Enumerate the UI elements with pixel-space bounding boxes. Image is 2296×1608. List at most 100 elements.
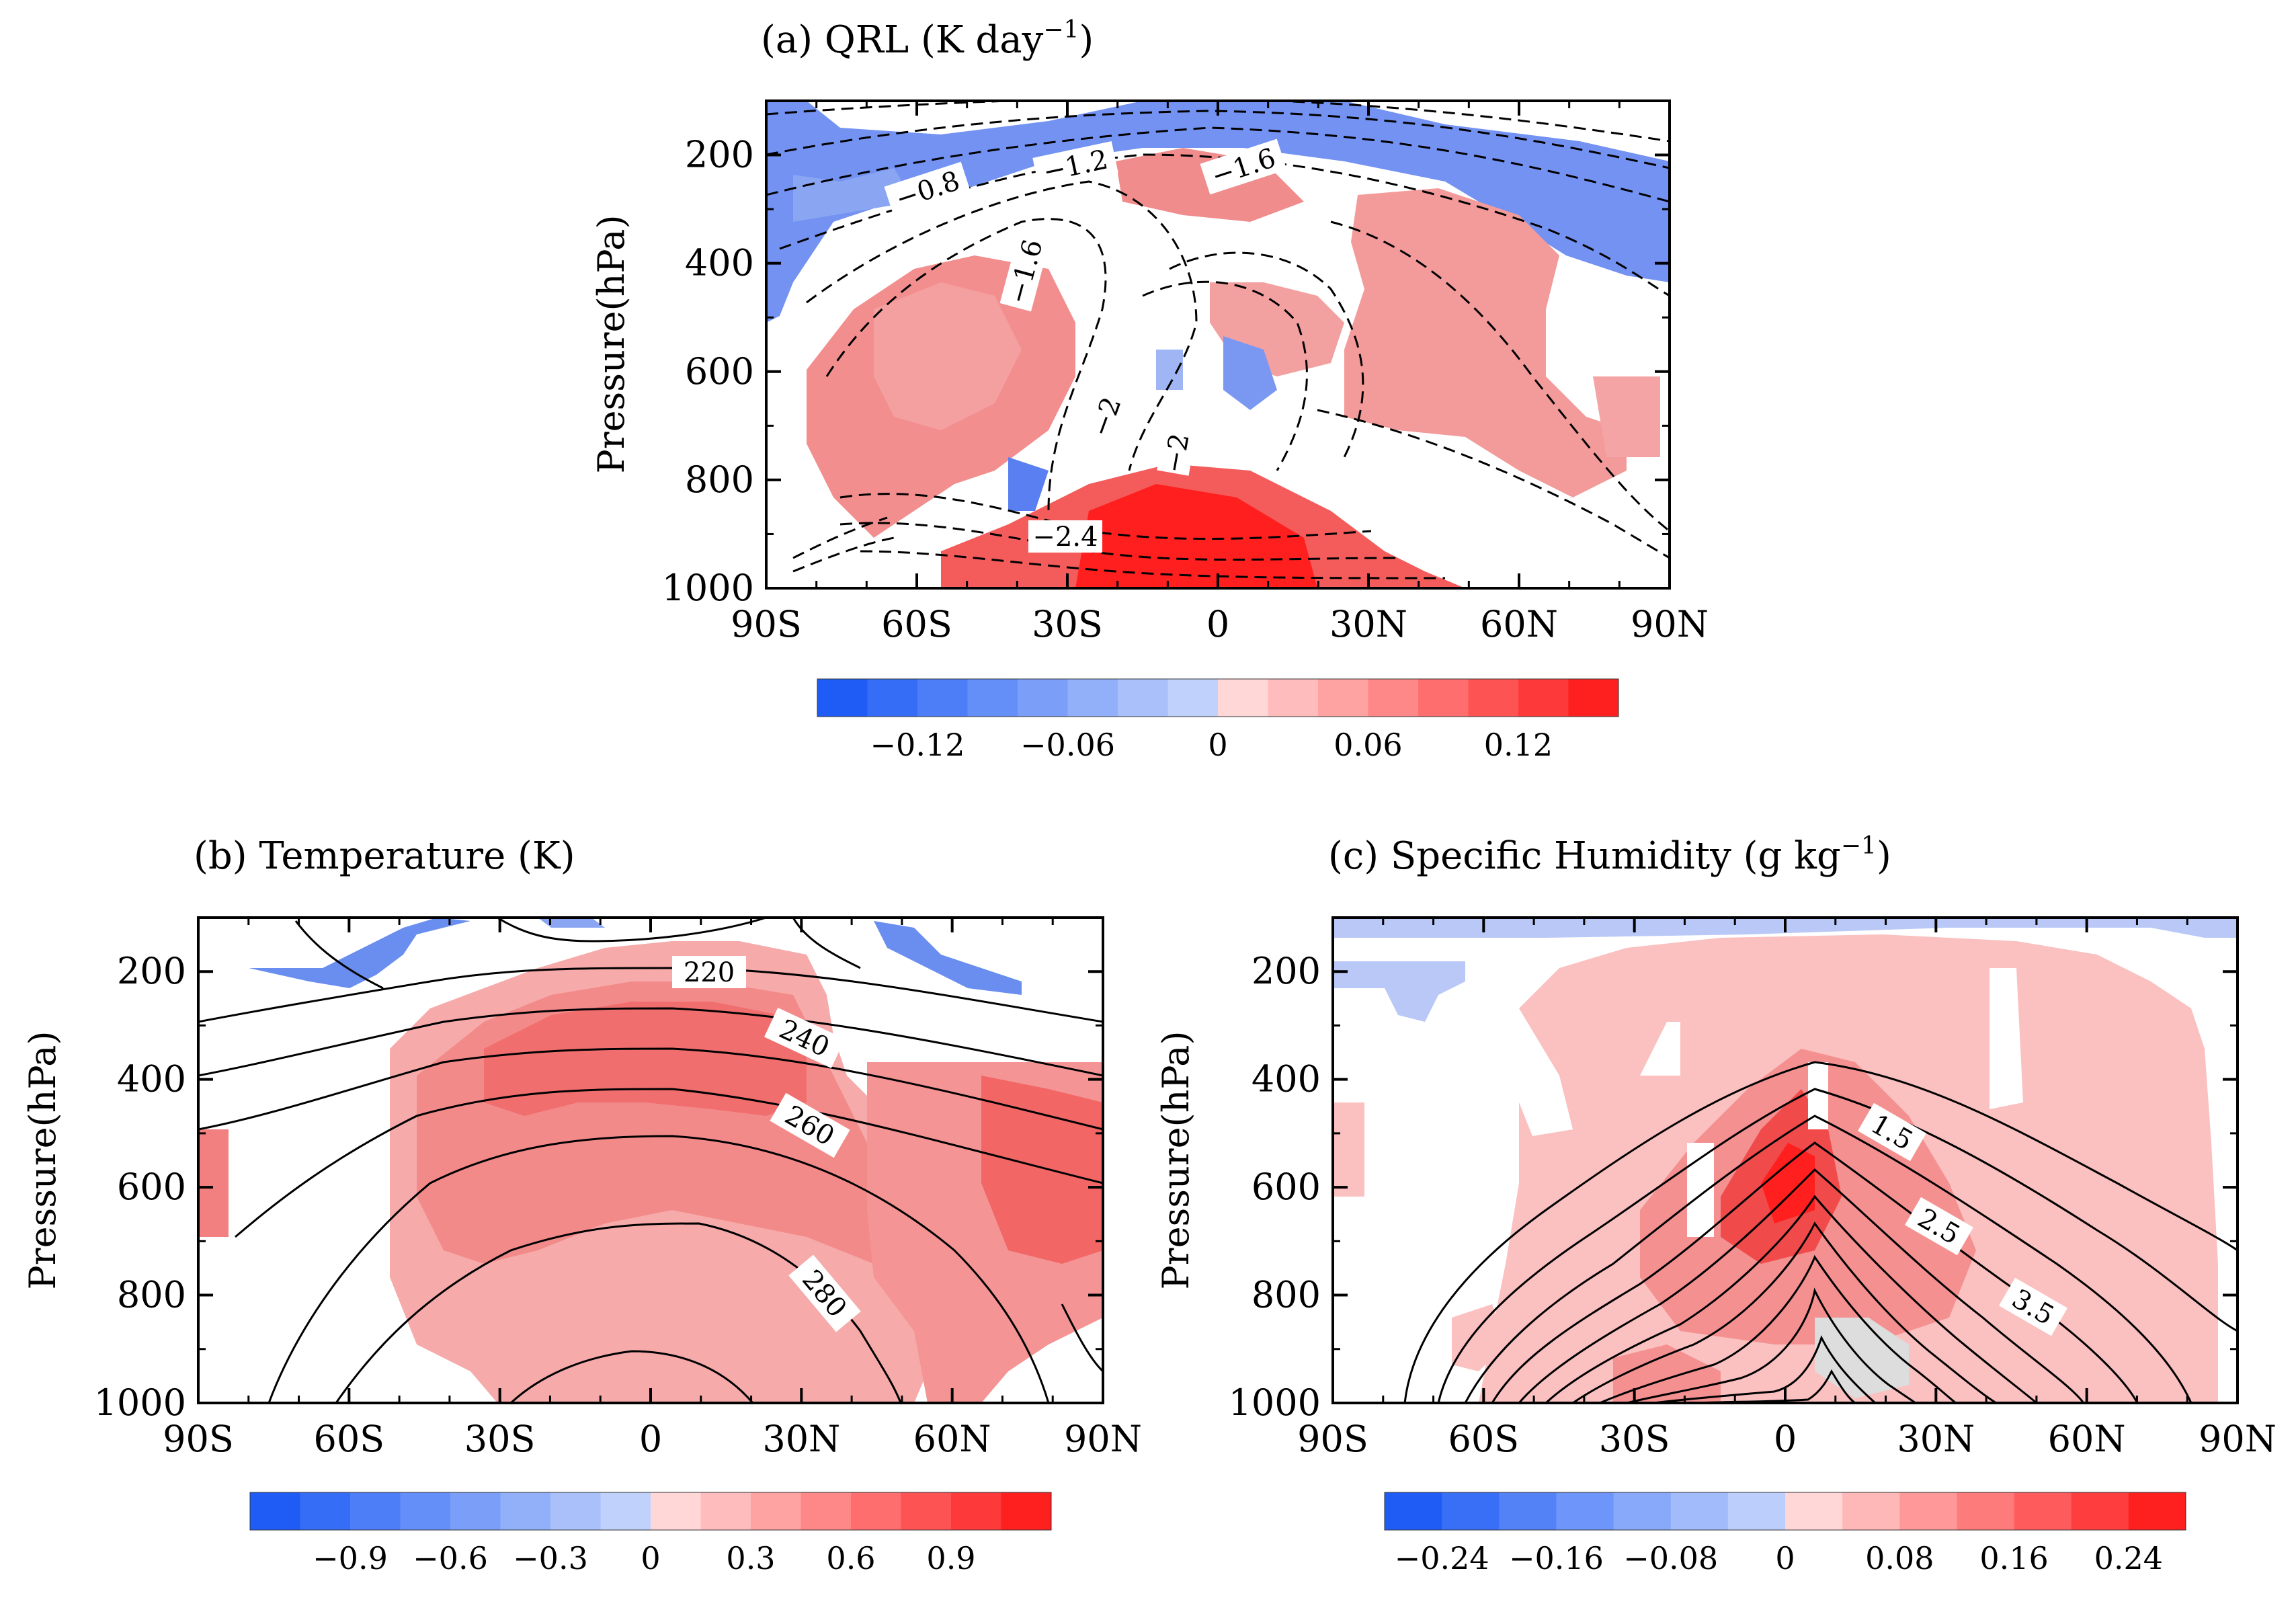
panel-c: (c) Specific Humidity (g kg−1) xyxy=(1155,832,2277,1576)
contour-label: 220 xyxy=(684,957,735,988)
colorbar-swatch xyxy=(967,679,1018,717)
colorbar-swatch xyxy=(1499,1492,1557,1530)
x-tick-label: 60S xyxy=(313,1418,384,1460)
colorbar-tick-label: −0.6 xyxy=(413,1540,488,1576)
panel-c-title: (c) Specific Humidity (g kg−1) xyxy=(1328,832,1891,878)
colorbar-swatch xyxy=(917,679,968,717)
y-tick-label: 400 xyxy=(685,242,754,284)
y-tick-label: 600 xyxy=(685,350,754,393)
colorbar-tick-label: 0.16 xyxy=(1979,1540,2048,1576)
y-tick-label: 1000 xyxy=(1229,1381,1321,1424)
colorbar-swatch xyxy=(1018,679,1068,717)
panel-a-colorbar: −0.12 −0.06 0 0.06 0.12 xyxy=(817,678,1619,763)
x-tick-label: 30N xyxy=(1329,603,1407,645)
colorbar-tick-label: 0.9 xyxy=(926,1540,975,1576)
colorbar-tick-label: −0.08 xyxy=(1623,1540,1718,1576)
x-tick-label: 60S xyxy=(1448,1418,1519,1460)
x-tick-label: 30N xyxy=(762,1418,840,1460)
panel-b-ylabel: Pressure(hPa) xyxy=(22,1031,64,1289)
colorbar-swatch xyxy=(1067,679,1118,717)
x-tick-label: 90N xyxy=(1631,603,1709,645)
x-tick-label: 60N xyxy=(913,1418,991,1460)
colorbar-swatch xyxy=(2014,1492,2072,1530)
y-tick-label: 800 xyxy=(117,1274,186,1316)
colorbar-swatch xyxy=(1957,1492,2015,1530)
colorbar-tick-label: −0.12 xyxy=(870,727,965,763)
colorbar-swatch xyxy=(1418,679,1469,717)
colorbar-swatch xyxy=(500,1492,551,1530)
colorbar-swatch xyxy=(1442,1492,1500,1530)
x-tick-label: 90N xyxy=(2199,1418,2277,1460)
colorbar-tick-label: −0.16 xyxy=(1509,1540,1604,1576)
panel-a-shading xyxy=(766,101,1670,588)
colorbar-swatch xyxy=(1518,679,1569,717)
colorbar-swatch xyxy=(2128,1492,2186,1530)
colorbar-tick-label: 0 xyxy=(1775,1540,1795,1576)
panel-c-colorbar: −0.24 −0.16 −0.08 0 0.08 0.16 0.24 xyxy=(1384,1492,2186,1576)
x-tick-label: 30S xyxy=(464,1418,536,1460)
colorbar-swatch xyxy=(1613,1492,1672,1530)
colorbar-tick-label: 0.6 xyxy=(826,1540,875,1576)
panel-a: (a) QRL (K day−1) xyxy=(590,16,1709,763)
y-tick-label: 1000 xyxy=(662,567,754,609)
x-tick-label: 30S xyxy=(1599,1418,1670,1460)
x-tick-label: 90S xyxy=(731,603,802,645)
colorbar-swatch xyxy=(751,1492,801,1530)
colorbar-frame xyxy=(1384,1492,2186,1531)
colorbar-swatch xyxy=(951,1492,1001,1530)
panel-b-plot-area: 220 240 260 280 xyxy=(198,918,1103,1403)
contour-label: −2 xyxy=(1158,431,1196,475)
y-tick-label: 200 xyxy=(1252,950,1321,992)
colorbar-swatch xyxy=(450,1492,501,1530)
colorbar-swatch xyxy=(600,1492,651,1530)
colorbar-swatch xyxy=(1001,1492,1052,1530)
colorbar-swatch xyxy=(1218,679,1268,717)
colorbar-swatch xyxy=(250,1492,300,1530)
y-tick-label: 600 xyxy=(1252,1166,1321,1208)
y-tick-label: 400 xyxy=(1252,1058,1321,1100)
colorbar-swatch xyxy=(801,1492,852,1530)
colorbar-swatch xyxy=(901,1492,952,1530)
panel-a-plot-area: −0.8 −1.2 −1.6 −1.6 −2 −2 −2.4 xyxy=(766,101,1670,588)
x-tick-label: 0 xyxy=(1206,603,1229,645)
panel-c-plot-area: 1.5 2.5 3.5 xyxy=(1333,918,2238,1403)
colorbar-swatch xyxy=(300,1492,351,1530)
colorbar-swatch xyxy=(1268,679,1319,717)
colorbar-swatch xyxy=(350,1492,401,1530)
colorbar-frame xyxy=(817,678,1619,717)
colorbar-tick-label: 0.08 xyxy=(1865,1540,1934,1576)
x-tick-label: 30S xyxy=(1032,603,1103,645)
colorbar-tick-label: 0.06 xyxy=(1334,727,1402,763)
panel-b-contours xyxy=(198,918,1103,1403)
colorbar-swatch xyxy=(550,1492,601,1530)
colorbar-tick-label: 0 xyxy=(641,1540,660,1576)
colorbar-swatch xyxy=(651,1492,701,1530)
x-tick-label: 60N xyxy=(2048,1418,2126,1460)
x-tick-label: 60S xyxy=(881,603,952,645)
colorbar-frame xyxy=(249,1492,1052,1531)
x-tick-label: 60N xyxy=(1480,603,1558,645)
panel-b-contour-labels: 220 240 260 280 xyxy=(672,956,861,1332)
colorbar-tick-label: 0.12 xyxy=(1484,727,1553,763)
panel-b-colorbar: −0.9 −0.6 −0.3 0 0.3 0.6 0.9 xyxy=(249,1492,1052,1576)
colorbar-tick-label: 0 xyxy=(1208,727,1227,763)
y-tick-label: 800 xyxy=(685,458,754,501)
colorbar-swatch xyxy=(1468,679,1519,717)
colorbar-swatch xyxy=(400,1492,451,1530)
colorbar-swatch xyxy=(1568,679,1619,717)
colorbar-swatch xyxy=(700,1492,751,1530)
colorbar-tick-label: 0.3 xyxy=(726,1540,775,1576)
y-tick-label: 200 xyxy=(117,950,186,992)
panel-c-ylabel: Pressure(hPa) xyxy=(1155,1031,1197,1289)
colorbar-swatch xyxy=(1385,1492,1442,1530)
x-tick-label: 30N xyxy=(1897,1418,1975,1460)
colorbar-swatch xyxy=(817,679,868,717)
panel-b: (b) Temperature (K) xyxy=(22,834,1142,1576)
colorbar-swatch xyxy=(1899,1492,1957,1530)
colorbar-swatch xyxy=(1167,679,1219,717)
x-tick-label: 0 xyxy=(1774,1418,1797,1460)
panel-b-shading xyxy=(198,918,1103,1403)
x-tick-label: 90S xyxy=(163,1418,234,1460)
y-tick-label: 400 xyxy=(117,1058,186,1100)
